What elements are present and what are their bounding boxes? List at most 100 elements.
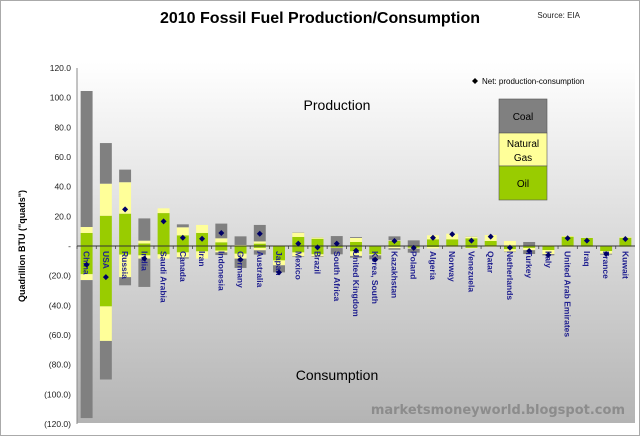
y-tick-label: - <box>68 241 71 251</box>
consumption-gas-bar <box>196 251 209 259</box>
legend-gas-label: Natural Gas <box>507 139 539 164</box>
consumption-gas-bar <box>273 260 285 266</box>
consumption-coal-bar <box>234 258 247 268</box>
net-marker <box>179 234 186 241</box>
x-tick-label: Germany <box>236 251 246 288</box>
x-tick-label: Poland <box>409 251 419 279</box>
y-tick-label: 120.0 <box>50 63 72 73</box>
consumption-oil-bar <box>80 246 93 275</box>
x-tick-label: Iraq <box>582 251 592 267</box>
net-marker <box>295 240 302 247</box>
net-marker <box>83 261 90 268</box>
y-tick-label: (100.0) <box>44 389 71 399</box>
consumption-coal-bar <box>330 248 343 255</box>
y-tick-label: 60.0 <box>54 152 71 162</box>
consumption-oil-bar <box>157 246 170 255</box>
consumption-gas-bar <box>292 252 305 257</box>
consumption-gas-bar <box>388 246 401 249</box>
consumption-gas-bar <box>80 274 93 281</box>
production-oil-bar <box>253 243 266 246</box>
consumption-oil-bar <box>542 246 555 251</box>
legend-net-marker <box>472 78 478 84</box>
x-tick-label: Algeria <box>428 251 438 280</box>
y-tick-label: (40.0) <box>49 300 71 310</box>
production-coal-bar <box>119 169 132 183</box>
consumption-gas-bar <box>542 250 555 255</box>
production-coal-bar <box>138 218 151 241</box>
consumption-oil-bar <box>138 246 151 256</box>
x-tick-label: France <box>601 251 611 279</box>
production-oil-bar <box>311 238 324 246</box>
x-tick-label: Australia <box>255 251 265 288</box>
production-coal-bar <box>80 90 93 228</box>
consumption-gas-bar <box>484 246 497 248</box>
x-tick-label: Kuwait <box>620 251 630 279</box>
legend-coal-swatch <box>498 98 548 134</box>
x-tick-label: Kazakhstan <box>389 251 399 298</box>
x-tick-label: Venezuela <box>466 251 476 292</box>
consumption-oil-bar <box>273 246 285 261</box>
consumption-oil-bar <box>369 246 382 255</box>
consumption-gas-bar <box>119 254 132 278</box>
y-axis-label: Quadrillion BTU ("quads") <box>17 190 27 302</box>
consumption-oil-bar <box>427 246 439 248</box>
consumption-gas-bar <box>427 247 439 249</box>
x-tick-label: United Arab Emirates <box>563 251 573 337</box>
net-marker <box>237 256 244 263</box>
consumption-oil-bar <box>523 246 536 248</box>
production-gas-bar <box>292 232 305 237</box>
x-tick-label: Canada <box>178 251 188 282</box>
net-marker <box>583 237 590 244</box>
consumption-gas-bar <box>253 247 266 251</box>
y-tick-label: 100.0 <box>50 93 72 103</box>
source-note: Source: EIA <box>537 11 580 20</box>
consumption-gas-bar <box>215 250 228 253</box>
production-gas-bar <box>465 236 478 239</box>
x-tick-label: Mexico <box>293 251 303 280</box>
net-marker <box>122 206 129 213</box>
consumption-coal-bar <box>292 256 305 257</box>
legend: Net: production-consumption Coal Natural… <box>472 77 584 201</box>
chart-title: 2010 Fossil Fuel Production/Consumption <box>159 10 481 27</box>
x-tick-label: Norway <box>447 251 457 282</box>
production-gas-bar <box>234 244 247 246</box>
consumption-gas-bar <box>157 254 170 259</box>
production-gas-bar <box>311 237 324 239</box>
consumption-oil-bar <box>253 246 266 248</box>
consumption-oil-bar <box>234 246 247 254</box>
consumption-oil-bar <box>176 246 189 253</box>
net-marker <box>160 218 167 225</box>
net-marker <box>218 229 225 236</box>
legend-net-label: Net: production-consumption <box>482 77 584 86</box>
production-gas-bar <box>138 240 151 244</box>
legend-oil-label: Oil <box>517 179 529 190</box>
legend-oil-swatch <box>498 165 548 201</box>
x-tick-label: Iran <box>197 251 207 267</box>
consumption-coal-bar <box>388 248 401 250</box>
production-gas-bar <box>503 240 516 246</box>
net-marker <box>506 244 513 251</box>
legend-gas-swatch <box>498 132 548 167</box>
y-tick-label: (80.0) <box>49 360 71 370</box>
net-marker <box>276 269 283 276</box>
consumption-coal-bar <box>350 255 362 258</box>
production-coal-bar <box>350 237 362 238</box>
consumption-coal-bar <box>253 250 266 255</box>
consumption-coal-bar <box>138 258 151 287</box>
net-marker <box>449 231 456 238</box>
consumption-coal-bar <box>311 256 324 257</box>
production-oil-bar <box>561 236 574 246</box>
consumption-coal-bar <box>176 257 189 259</box>
production-oil-bar <box>157 213 170 246</box>
net-marker <box>429 234 436 241</box>
production-gas-bar <box>253 241 266 244</box>
production-oil-bar <box>215 242 228 246</box>
production-annotation: Production <box>304 97 371 113</box>
production-gas-bar <box>196 224 209 233</box>
consumption-gas-bar <box>176 252 189 258</box>
consumption-oil-bar <box>215 246 228 251</box>
x-tick-label: United Kingdom <box>351 251 361 317</box>
net-marker <box>333 240 340 247</box>
net-marker <box>487 233 494 240</box>
